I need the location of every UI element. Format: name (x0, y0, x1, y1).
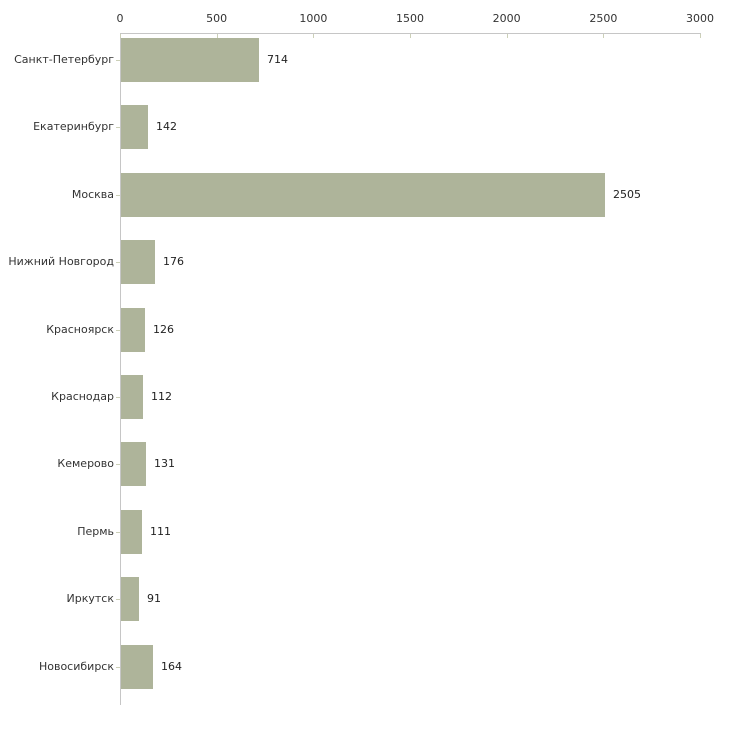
category-label: Пермь (77, 525, 114, 538)
y-axis-line (120, 33, 121, 705)
value-label: 126 (153, 323, 174, 336)
x-axis-tick (506, 34, 508, 38)
y-axis-tick (116, 330, 120, 331)
value-label: 176 (163, 255, 184, 268)
y-axis-tick (116, 262, 120, 263)
value-label: 714 (267, 53, 288, 66)
y-axis-tick (116, 532, 120, 533)
value-label: 112 (151, 390, 172, 403)
y-axis-tick (116, 195, 120, 196)
x-axis-tick (603, 34, 605, 38)
bar (121, 577, 139, 621)
x-axis-tick-label: 2000 (492, 12, 521, 25)
category-label: Новосибирск (38, 660, 114, 673)
value-label: 142 (156, 120, 177, 133)
category-label: Иркутск (66, 592, 114, 605)
x-axis-tick (216, 34, 218, 38)
x-axis-tick (410, 34, 411, 38)
bar (121, 308, 145, 352)
bar (121, 240, 155, 284)
bar (121, 645, 153, 689)
category-label: Красноярск (46, 323, 114, 336)
bar (121, 38, 259, 82)
value-label: 164 (161, 660, 182, 673)
category-label: Екатеринбург (33, 120, 114, 133)
bar (121, 105, 148, 149)
category-label: Краснодар (51, 390, 114, 403)
x-axis-tick-label: 1500 (396, 12, 424, 25)
y-axis-tick (116, 464, 120, 465)
x-axis-tick-label: 2500 (589, 12, 618, 25)
y-axis-tick (116, 60, 120, 61)
value-label: 131 (154, 457, 175, 470)
x-axis-tick-label: 3000 (686, 12, 714, 25)
value-label: 111 (150, 525, 171, 538)
bar (121, 510, 142, 554)
x-axis-tick-label: 0 (116, 12, 124, 25)
bar (121, 375, 143, 419)
value-label: 2505 (613, 188, 641, 201)
x-axis-line (120, 33, 701, 34)
value-label: 91 (147, 592, 161, 605)
x-axis-tick (700, 34, 701, 38)
y-axis-tick (116, 397, 120, 398)
category-label: Москва (71, 188, 114, 201)
bar (121, 173, 605, 217)
x-axis-tick (120, 34, 121, 38)
category-label: Кемерово (57, 457, 114, 470)
y-axis-tick (116, 127, 120, 128)
x-axis-tick (313, 34, 315, 38)
x-axis-tick-label: 1000 (299, 12, 328, 25)
category-label: Санкт-Петербург (14, 53, 114, 66)
x-axis-tick-label: 500 (206, 12, 228, 25)
y-axis-tick (116, 667, 120, 668)
y-axis-tick (116, 599, 120, 600)
bar (121, 442, 146, 486)
category-label: Нижний Новгород (8, 255, 114, 268)
